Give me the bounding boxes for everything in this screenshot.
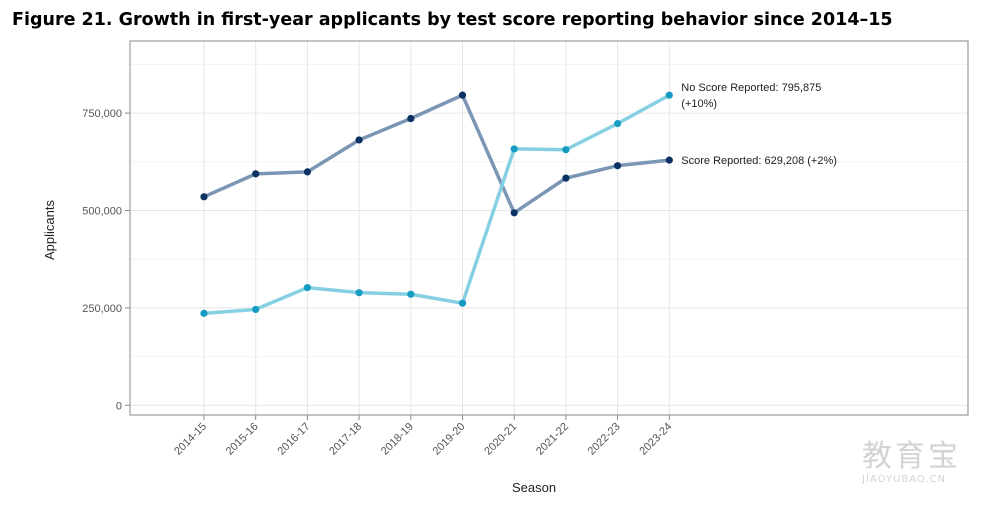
data-point-score-reported: [458, 91, 467, 99]
y-tick-label: 750,000: [82, 108, 122, 120]
data-point-no-score-reported: [303, 284, 311, 292]
watermark-url: JIAOYUBAO.CN: [862, 474, 946, 485]
x-tick-label: 2016-17: [275, 421, 312, 458]
end-annotations: Score Reported: 629,208 (+2%) No Score Re…: [681, 82, 837, 167]
y-tick-label: 0: [116, 400, 122, 412]
data-point-score-reported: [665, 156, 673, 164]
x-tick-label: 2018-19: [379, 421, 416, 458]
data-point-score-reported: [252, 170, 260, 178]
data-point-score-reported: [355, 136, 363, 144]
data-point-no-score-reported: [407, 290, 415, 298]
x-tick-label: 2023-24: [637, 421, 674, 458]
series-end-label: Score Reported: 629,208 (+2%): [681, 155, 837, 167]
grid-lines: [130, 41, 968, 415]
watermark: 教育宝 JIAOYUBAO.CN: [862, 439, 972, 486]
x-tick-label: 2022-23: [586, 421, 623, 458]
data-point-no-score-reported: [458, 299, 467, 307]
data-point-score-reported: [562, 174, 570, 182]
data-point-score-reported: [510, 209, 518, 217]
series-end-label: No Score Reported: 795,875: [681, 82, 821, 94]
watermark-logo-text: 教育宝: [862, 439, 961, 474]
y-tick-label: 500,000: [82, 205, 122, 217]
x-tick-label: 2015-16: [224, 421, 261, 458]
series-lines: [200, 91, 673, 317]
data-point-score-reported: [200, 193, 208, 201]
data-point-no-score-reported: [614, 119, 622, 128]
data-point-no-score-reported: [355, 289, 363, 297]
x-tick-label: 2020-21: [482, 421, 519, 458]
data-point-no-score-reported: [562, 146, 570, 154]
x-tick-label: 2017-18: [327, 421, 364, 458]
data-point-no-score-reported: [510, 145, 518, 153]
data-point-no-score-reported: [665, 91, 673, 99]
y-axis-title: Applicants: [42, 200, 57, 260]
x-tick-label: 2021-22: [534, 421, 571, 458]
data-point-score-reported: [303, 168, 311, 176]
figure-title: Figure 21. Growth in first-year applican…: [12, 10, 893, 30]
series-end-label: (+10%): [681, 98, 717, 110]
plot-frame: [129, 40, 969, 416]
data-point-score-reported: [614, 162, 622, 170]
x-tick-label: 2014-15: [172, 421, 209, 458]
x-axis-ticks: 2014-15 2015-16 2016-17 2017-18 2018-19 2019-…: [172, 415, 674, 458]
series-line-score-reported: [202, 93, 672, 215]
data-point-no-score-reported: [200, 309, 208, 317]
data-point-score-reported: [407, 114, 415, 123]
y-axis-ticks: 0 250,000 500,000 750,000: [82, 108, 130, 412]
y-tick-label: 250,000: [82, 303, 122, 315]
data-point-no-score-reported: [252, 305, 260, 314]
x-tick-label: 2019-20: [431, 421, 468, 458]
x-axis-title: Season: [512, 480, 556, 495]
series-line-no-score-reported: [202, 93, 672, 316]
